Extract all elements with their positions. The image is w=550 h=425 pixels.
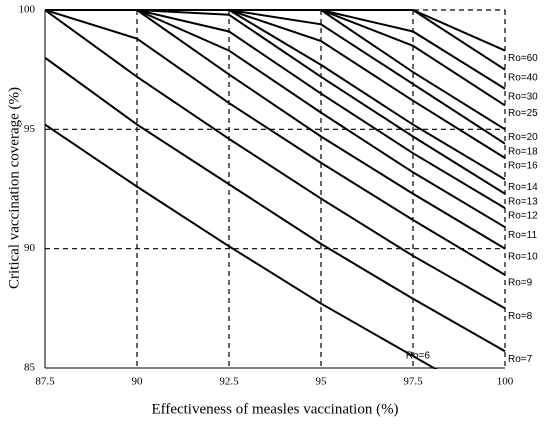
- series-label: Ro=6: [406, 351, 431, 362]
- line: [45, 9, 506, 131]
- series-label: Ro=18: [508, 146, 538, 157]
- line: [45, 9, 506, 90]
- series-label: Ro=7: [508, 354, 533, 365]
- series-label: Ro=40: [508, 72, 538, 83]
- series-label: Ro=14: [508, 182, 538, 193]
- line: [45, 9, 506, 310]
- line: [45, 9, 506, 145]
- line: [45, 9, 506, 181]
- y-axis-title: Critical vaccination coverage (%): [6, 87, 22, 289]
- series-label: Ro=10: [508, 251, 538, 262]
- x-tick-label: 100: [497, 376, 514, 388]
- x-tick-label: 95: [316, 376, 328, 388]
- line: [45, 9, 506, 276]
- grid: 87.5 90 92.5 95 97.5 100 85 90 95 100: [19, 4, 514, 388]
- series-label: Ro=30: [508, 91, 538, 102]
- series-label: Ro=20: [508, 132, 538, 143]
- x-tick-label: 92.5: [219, 376, 239, 388]
- line: [45, 56, 506, 353]
- line: [45, 9, 506, 229]
- line: [45, 9, 506, 52]
- x-tick-label: 97.5: [403, 376, 423, 388]
- series-label: Ro=25: [508, 108, 538, 119]
- line: [45, 123, 438, 369]
- x-tick-label: 90: [132, 376, 144, 388]
- series-label: Ro=16: [508, 161, 538, 172]
- y-tick-label: 95: [24, 123, 36, 135]
- series-label: Ro=9: [508, 278, 533, 289]
- series-label: Ro=8: [508, 311, 533, 322]
- series-label: Ro=12: [508, 211, 538, 222]
- y-tick-label: 90: [24, 242, 36, 254]
- y-tick-label: 85: [24, 362, 36, 374]
- series-label: Ro=11: [508, 230, 537, 241]
- series-label: Ro=60: [508, 53, 538, 64]
- x-tick-label: 87.5: [35, 376, 55, 388]
- labels: Ro=6 Ro=7 Ro=8 Ro=9 Ro=10 Ro=11 Ro=12 Ro=13 Ro=1…: [406, 53, 538, 365]
- lines: [45, 9, 506, 369]
- series-label: Ro=13: [508, 196, 538, 207]
- x-axis-title: Effectiveness of measles vaccination (%): [151, 401, 398, 417]
- y-tick-label: 100: [19, 4, 36, 16]
